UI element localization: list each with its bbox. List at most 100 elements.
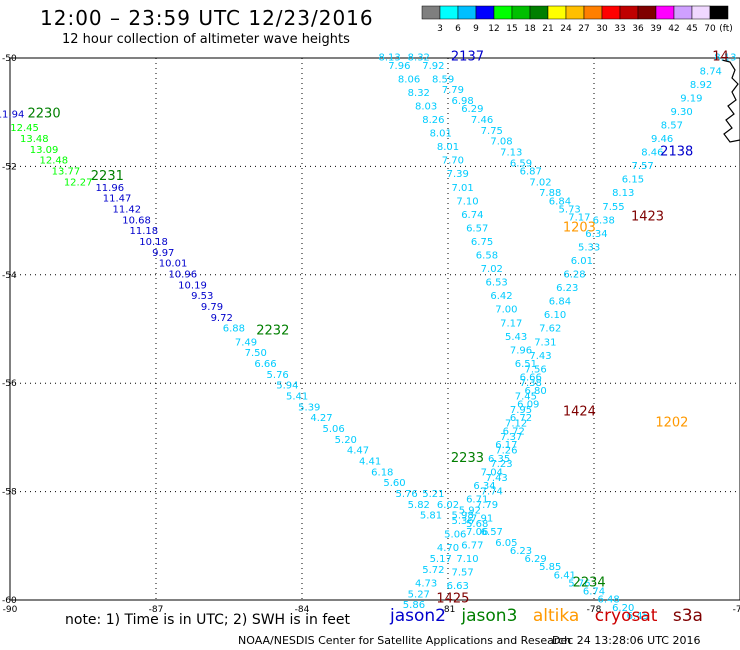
swh-value: 10.01 (159, 259, 188, 270)
color-scale-bar: 3 6 9 12 15 18 21 24 27 30 33 36 39 42 45 70 (ft) (421, 5, 733, 34)
swh-value: 11.47 (103, 194, 132, 205)
swh-value: 8.92 (690, 80, 712, 91)
swh-value: 9.97 (152, 248, 174, 259)
color-swatch (583, 5, 603, 20)
swh-value: 7.55 (602, 202, 624, 213)
colorbar-tick-label: 6 (455, 24, 461, 34)
pass-label: 1203 (563, 220, 596, 235)
swh-value: 12.48 (39, 156, 68, 167)
swh-value: 8.46 (641, 148, 663, 159)
swh-value: 6.53 (486, 278, 508, 289)
swh-value: 4.41 (359, 457, 381, 468)
colorbar-tick-label: 39 (650, 24, 662, 34)
swh-value: 6.57 (481, 527, 503, 538)
swh-value: 7.75 (481, 126, 503, 137)
swh-value: 5.06 (323, 424, 345, 435)
swh-value: 10.18 (139, 237, 168, 248)
swh-value: 5.76 (396, 489, 418, 500)
swh-value: 6.80 (524, 386, 546, 397)
coastline-fragment (721, 59, 740, 143)
swh-value: 5.82 (408, 500, 430, 511)
swh-value: 6.66 (254, 359, 276, 370)
swh-values: 8.137.968.068.328.038.268.018.017.707.39… (0, 53, 737, 622)
swh-value: 11.42 (112, 204, 141, 215)
swh-value: 7.13 (500, 148, 522, 159)
swh-value: 6.58 (476, 251, 498, 262)
swh-value: 8.13 (612, 188, 634, 199)
swh-value: 8.26 (422, 115, 444, 126)
swh-value: 5.72 (422, 565, 444, 576)
swh-value: 7.49 (235, 337, 257, 348)
pass-label: 2137 (451, 50, 484, 65)
swh-value: 5.33 (578, 242, 600, 253)
note-text: note: 1) Time is in UTC; 2) SWH is in fe… (65, 612, 351, 628)
generated-timestamp: Dec 24 13:28:06 UTC 2016 (552, 634, 701, 647)
swh-value: 4.73 (415, 578, 437, 589)
swh-value: 5.27 (408, 589, 430, 600)
swh-value: 10.68 (122, 215, 151, 226)
swh-value: 8.59 (432, 74, 454, 85)
colorbar-tick-label: 18 (524, 24, 536, 34)
swh-value: 7.95 (510, 405, 532, 416)
pass-label: 14 (712, 50, 729, 65)
swh-value: 5.68 (466, 519, 488, 530)
axis-tick-labels: -90-87-84-81-78-75-50-52-54-56-58-60 (2, 54, 740, 615)
coastline (721, 59, 740, 143)
y-tick-label: -60 (2, 596, 17, 606)
swh-value: 7.50 (245, 348, 267, 359)
swh-value: 6.38 (593, 215, 615, 226)
colorbar-tick-label: 9 (473, 24, 479, 34)
pass-label: 2231 (91, 169, 124, 184)
swh-value: 6.15 (622, 175, 644, 186)
swh-value: 6.84 (549, 297, 571, 308)
swh-value: 9.30 (670, 107, 692, 118)
plot-border (9, 57, 740, 601)
swh-value: 5.21 (422, 489, 444, 500)
swh-value: 8.74 (700, 66, 722, 77)
swh-value: 5.76 (568, 578, 590, 589)
pass-label: 2233 (451, 451, 484, 466)
chart-title: 12:00 – 23:59 UTC 12/23/2016 (40, 6, 374, 30)
swh-value: 7.08 (490, 137, 512, 148)
pass-label: 1202 (655, 416, 688, 431)
color-swatch (673, 5, 693, 20)
legend-jason2: jason2 (390, 606, 446, 626)
swh-value: 5.43 (505, 332, 527, 343)
swh-value: 5.39 (298, 402, 320, 413)
y-tick-label: -56 (2, 379, 17, 389)
swh-value: 8.01 (430, 129, 452, 140)
swh-value: 7.10 (456, 554, 478, 565)
swh-value: 4.27 (310, 413, 332, 424)
swh-value: 6.29 (524, 554, 546, 565)
swh-value: 7.43 (486, 473, 508, 484)
pass-label: 2232 (256, 323, 289, 338)
colorbar-tick-label: 3 (437, 24, 443, 34)
pass-label: 1423 (631, 210, 664, 225)
color-swatch (655, 5, 675, 20)
colorbar-tick-label: 70 (704, 24, 716, 34)
swh-value: 7.57 (451, 568, 473, 579)
swh-value: 6.88 (223, 324, 245, 335)
color-swatch (493, 5, 513, 20)
swh-value: 9.79 (201, 302, 223, 313)
grid (10, 58, 740, 600)
swh-value: 7.79 (442, 85, 464, 96)
color-swatch (637, 5, 657, 20)
swh-value: 7.56 (524, 364, 546, 375)
swh-value: 7.01 (451, 183, 473, 194)
swh-value: 6.41 (554, 570, 576, 581)
swh-value: 7.96 (510, 345, 532, 356)
swh-value: 6.18 (371, 467, 393, 478)
swh-value: 9.19 (680, 93, 702, 104)
swh-value: 6.63 (447, 581, 469, 592)
swh-value: 7.92 (422, 61, 444, 72)
swh-value: 6.74 (461, 210, 483, 221)
swh-value: 5.76 (267, 370, 289, 381)
swh-value: 6.71 (466, 494, 488, 505)
swh-value: 5.92 (459, 505, 481, 516)
y-tick-label: -54 (2, 271, 17, 281)
swh-value: 7.26 (495, 446, 517, 457)
legend-jason3: jason3 (461, 606, 518, 626)
swh-value: 7.43 (529, 351, 551, 362)
swh-value: 7.70 (442, 156, 464, 167)
